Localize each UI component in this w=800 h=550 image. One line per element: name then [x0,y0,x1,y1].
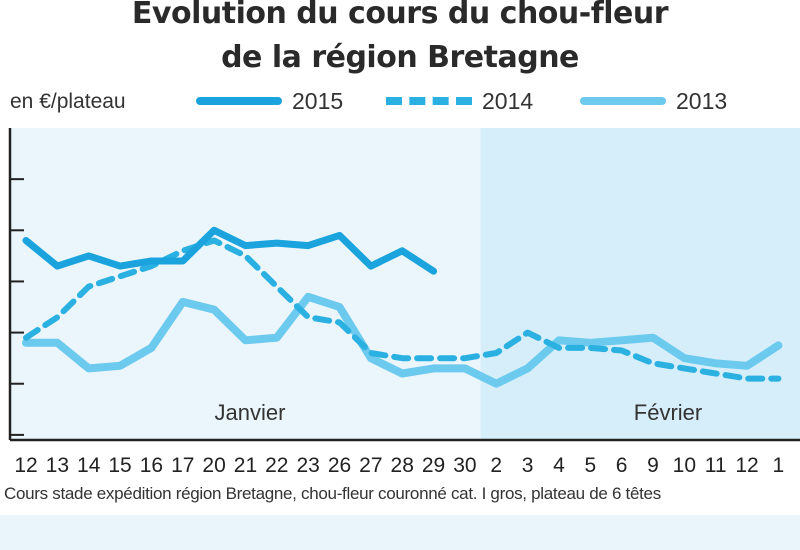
x-tick-label: 29 [422,454,445,477]
plot-background-janvier [10,128,481,440]
x-tick-label: 22 [265,454,288,477]
legend-swatch-2014 [386,97,472,105]
x-tick-label: 3 [522,454,534,477]
footnote: Cours stade expédition région Bretagne, … [4,484,661,503]
x-tick-label: 28 [391,454,414,477]
x-tick-label: 12 [735,454,758,477]
x-tick-label: 17 [171,454,194,477]
legend-swatch-2015 [196,97,282,105]
x-tick-label: 15 [108,454,131,477]
x-tick-label: 27 [359,454,382,477]
x-tick-label: 16 [140,454,163,477]
x-tick-label: 12 [14,454,37,477]
x-tick-label: 21 [234,454,257,477]
series-line-2014 [23,237,782,382]
x-tick-label: 10 [673,454,696,477]
series-line-2015 [22,226,438,275]
x-tick-label: 14 [77,454,101,477]
x-tick-label: 1 [773,454,785,477]
bottom-band [0,515,800,550]
x-tick-label: 13 [46,454,69,477]
x-tick-label: 30 [453,454,476,477]
legend-label-2014: 2014 [482,87,534,114]
legend-label-2013: 2013 [676,87,728,114]
x-tick-label: 5 [584,454,596,477]
x-tick-label: 4 [553,454,565,477]
legend-swatch-2013 [580,97,666,105]
chart-title-line1: Evolution du cours du chou-fleur [131,0,669,31]
month-label-fevrier: Février [634,400,702,425]
legend-item-2014: 2014 [386,86,533,116]
x-tick-label: 20 [202,454,225,477]
legend-item-2015: 2015 [196,86,343,116]
x-tick-label: 6 [616,454,628,477]
x-tick-label: 11 [705,454,727,477]
legend-item-2013: 2013 [580,86,727,116]
chart-title-line2: de la région Bretagne [221,40,579,75]
x-tick-label: 23 [296,454,319,477]
x-tick-label: 26 [328,454,351,477]
legend-label-2015: 2015 [292,87,344,114]
x-tick-label: 9 [647,454,659,477]
unit-label: en €/plateau [10,90,126,113]
series-line-2013 [22,292,783,388]
plot-background-fevrier [480,128,800,440]
month-label-janvier: Janvier [215,400,286,425]
x-tick-label: 2 [490,454,502,477]
